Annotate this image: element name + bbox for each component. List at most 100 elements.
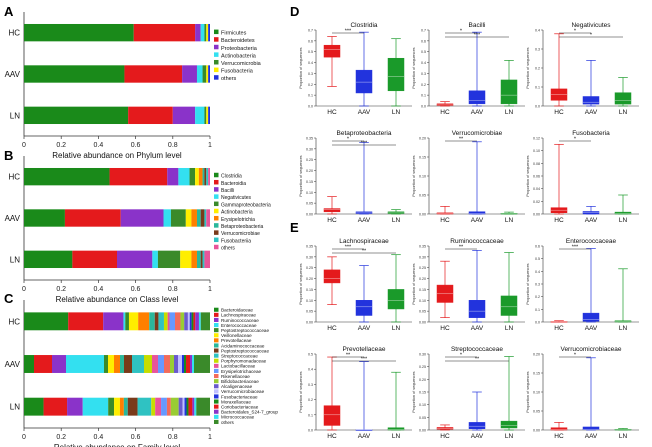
legend-label: Fusobacteriia bbox=[221, 238, 251, 244]
y-tick-label: 0.25 bbox=[306, 158, 313, 162]
legend-label: Erysipelotrichaceae bbox=[221, 369, 262, 374]
y-axis-label: Proportion of sequences bbox=[412, 47, 416, 88]
bar-segment bbox=[166, 397, 171, 416]
y-tick-label: 0.06 bbox=[533, 175, 540, 179]
box bbox=[500, 79, 518, 105]
y-tick-label: 0.4 bbox=[421, 61, 426, 65]
legend-swatch bbox=[214, 353, 219, 358]
y-tick-label: 0.3 bbox=[308, 383, 313, 387]
y-axis-label: Proportion of sequences bbox=[299, 263, 303, 304]
box-plot-ruminococcaceae: Ruminococcaceae 0.00 0.05 0.10 0.15 0.20 0.25 0… bbox=[412, 238, 525, 332]
bar-segment bbox=[138, 312, 150, 331]
panel-letter-a: A bbox=[4, 4, 14, 19]
significance-label: * bbox=[460, 352, 463, 358]
bar-segment bbox=[34, 355, 52, 373]
y-tick-label: 0.08 bbox=[533, 162, 540, 166]
legend-label: Bacteroidetes bbox=[221, 38, 255, 44]
legend-swatch bbox=[214, 75, 219, 80]
bar-segment bbox=[175, 312, 181, 331]
bar-segment bbox=[124, 355, 132, 373]
x-tick-label: 0.8 bbox=[168, 434, 178, 441]
category-label: LN bbox=[619, 217, 628, 224]
bar-segment bbox=[24, 312, 69, 331]
y-tick-label: 0.30 bbox=[419, 353, 426, 357]
significance-label: ** bbox=[362, 248, 367, 254]
bar-segment bbox=[191, 209, 197, 227]
bar-segment bbox=[200, 312, 210, 331]
y-axis-label: Proportion of sequences bbox=[526, 155, 530, 196]
y-tick-label: 0.3 bbox=[535, 283, 540, 287]
plot-title: Negativicutes bbox=[571, 22, 611, 29]
bar-segment bbox=[164, 355, 170, 373]
box bbox=[582, 312, 600, 322]
bar-segment bbox=[198, 167, 203, 186]
box-plot-bacilli: Bacilli 0.0 0.1 0.2 0.3 0.4 0.5 0.6 0.7 Proportio… bbox=[412, 22, 525, 116]
category-label: AAV bbox=[585, 217, 598, 224]
legend-swatch bbox=[214, 419, 219, 424]
bar-chart-a: 0 0.2 0.4 0.6 0.8 1 Relative abundance on Phyl… bbox=[5, 12, 262, 160]
legend-swatch bbox=[214, 312, 219, 317]
y-tick-label: 0.10 bbox=[533, 391, 540, 395]
box-plot-fusobacteria: Fusobacteria 0.00 0.02 0.04 0.06 0.08 0.10 0.12… bbox=[526, 130, 639, 224]
x-tick-label: 0.8 bbox=[168, 142, 178, 149]
bar-segment bbox=[200, 209, 205, 227]
category-label: HC bbox=[554, 325, 564, 332]
category-label: HC bbox=[440, 433, 450, 440]
y-tick-label: 0.6 bbox=[308, 39, 313, 43]
plot-title: Streptococcaceae bbox=[451, 346, 503, 353]
bar-segment bbox=[43, 397, 68, 416]
bar-segment bbox=[133, 23, 196, 42]
bar-segment bbox=[137, 397, 152, 416]
legend-swatch bbox=[214, 338, 219, 343]
y-tick-label: 0.5 bbox=[421, 50, 426, 54]
bar-segment bbox=[163, 312, 168, 331]
bar-segment bbox=[119, 397, 124, 416]
legend-swatch bbox=[214, 399, 219, 404]
bar-segment bbox=[208, 23, 210, 42]
bar-segment bbox=[123, 312, 126, 331]
legend-label: Clostridia bbox=[221, 174, 242, 180]
box bbox=[323, 208, 341, 213]
x-tick-label: 0.2 bbox=[56, 286, 66, 293]
bar-segment bbox=[154, 312, 159, 331]
legend-swatch bbox=[214, 343, 219, 348]
bar-segment bbox=[24, 65, 125, 83]
plot-title: Prevotellaceae bbox=[343, 346, 386, 353]
bar-segment bbox=[178, 355, 182, 373]
legend-label: Coriobacteriaceae bbox=[221, 405, 259, 410]
panel-letter-e: E bbox=[290, 220, 299, 235]
bar-segment bbox=[206, 65, 209, 83]
category-label: AAV bbox=[5, 214, 21, 223]
category-label: LN bbox=[392, 217, 401, 224]
box bbox=[468, 90, 486, 105]
y-tick-label: 0.00 bbox=[419, 213, 426, 217]
legend-label: Negativicutes bbox=[221, 195, 252, 201]
legend-label: Alcaligenaceae bbox=[221, 384, 253, 389]
bar-segment bbox=[193, 312, 196, 331]
x-tick-label: 0.2 bbox=[56, 142, 66, 149]
y-tick-label: 0.1 bbox=[308, 413, 313, 417]
bar-segment bbox=[180, 312, 185, 331]
significance-label: * bbox=[574, 28, 577, 34]
y-tick-label: 0.7 bbox=[421, 29, 426, 33]
box bbox=[468, 211, 486, 215]
category-label: LN bbox=[392, 325, 401, 332]
bar-segment bbox=[163, 209, 171, 227]
y-tick-label: 0.3 bbox=[421, 72, 426, 76]
box-plot-verrucomicrobiae: Verrucomicrobiae 0.00 0.05 0.10 0.15 0.20 Prop… bbox=[412, 130, 525, 224]
plot-title: Verrucomicrobiaceae bbox=[560, 346, 621, 353]
bar-segment bbox=[68, 312, 104, 331]
legend-label: Erysipelotrichia bbox=[221, 217, 255, 223]
bar-segment bbox=[124, 65, 183, 83]
box bbox=[550, 427, 568, 431]
y-tick-label: 0.35 bbox=[419, 245, 426, 249]
bar-segment bbox=[24, 106, 129, 125]
y-tick-label: 0.00 bbox=[306, 213, 313, 217]
bar-segment bbox=[127, 397, 138, 416]
box-plot-verrucomicrobiaceae: Verrucomicrobiaceae 0.00 0.05 0.10 0.15 0.20 P… bbox=[526, 346, 639, 440]
box bbox=[387, 57, 405, 92]
bar-segment bbox=[114, 397, 120, 416]
bar-segment bbox=[66, 355, 104, 373]
x-tick-label: 1 bbox=[208, 434, 212, 441]
category-label: HC bbox=[8, 29, 20, 38]
